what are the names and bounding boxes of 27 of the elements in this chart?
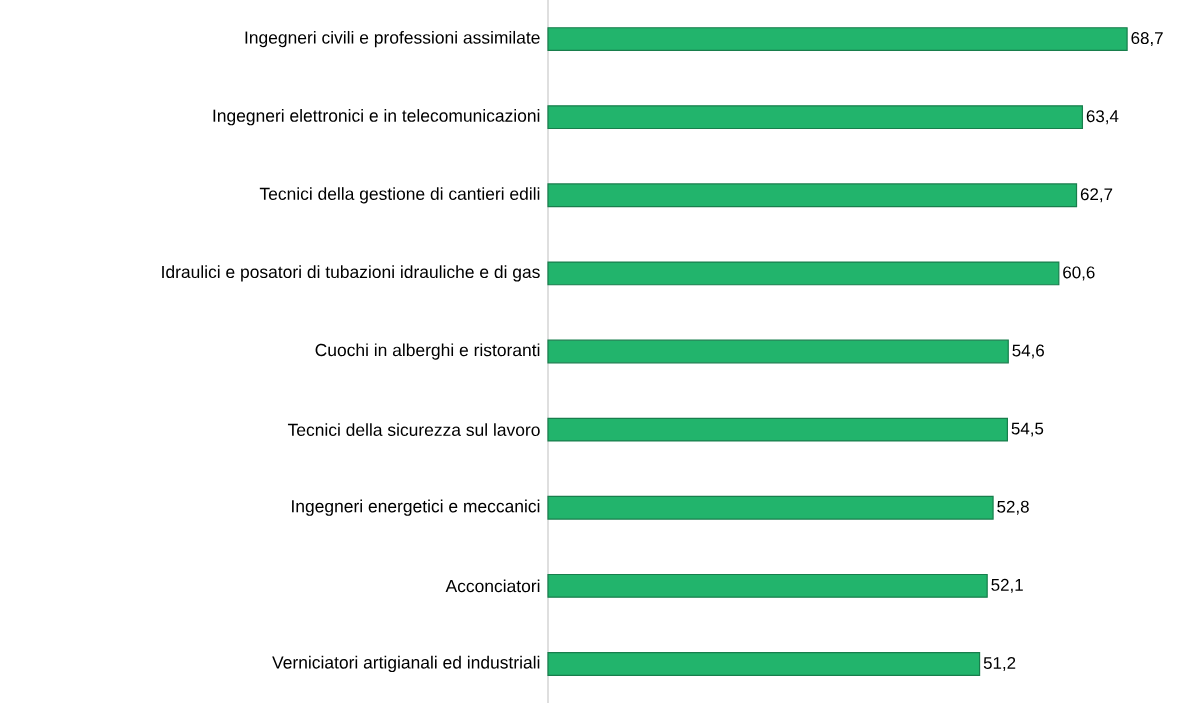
y-tick-label: Tecnici della gestione di cantieri edili [259,187,540,204]
y-tick-label: Tecnici della sicurezza sul lavoro [287,423,540,437]
data-label: 51,2 [983,656,1016,671]
data-label: 62,7 [1080,188,1113,203]
bar [547,27,1128,51]
y-tick-label: Ingegneri elettronici e in telecomunicazioni [213,109,540,126]
bar [547,573,988,598]
bar [547,495,994,520]
bar [547,183,1078,208]
data-label: 60,6 [1063,266,1095,281]
y-tick-label: Ingegneri energetici e meccanici [292,499,540,516]
data-label: 54,6 [1012,344,1044,359]
bar [547,339,1009,364]
y-tick-label: Verniciatori artigianali ed industriali [272,655,540,673]
y-tick-label: Cuochi in alberghi e ristoranti [315,343,540,360]
data-label: 68,7 [1131,32,1163,47]
bar [547,105,1084,130]
data-label: 52,8 [997,500,1029,515]
data-label: 63,4 [1086,110,1119,125]
bar [547,261,1060,286]
data-label: 54,5 [1011,422,1044,437]
y-tick-label: Idraulici e posatori di tubazioni idrauliche e di gas [162,265,540,282]
y-tick-label: Ingegneri civili e professioni assimilate [245,30,540,48]
bar [547,652,981,676]
bar [547,417,1008,442]
y-tick-label: Acconciatori [445,579,540,593]
data-label: 52,1 [991,578,1023,593]
